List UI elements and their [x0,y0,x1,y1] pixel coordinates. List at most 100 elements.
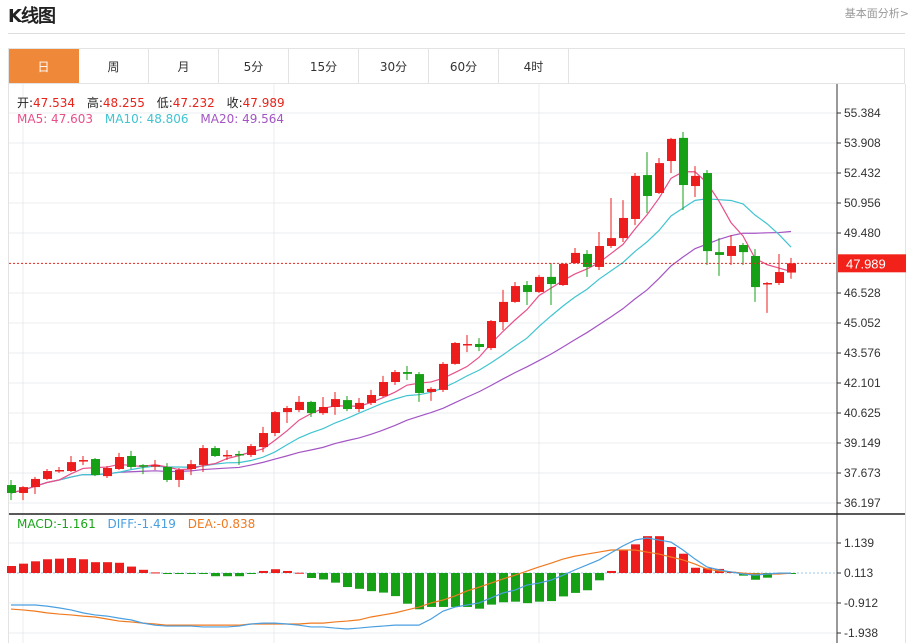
candle [595,231,604,271]
candle [439,362,448,392]
tab-week[interactable]: 周 [79,49,149,83]
candle [7,479,16,501]
macd-bar [535,573,544,602]
candle [463,335,472,353]
macd-bar [343,573,352,588]
candle-body [295,401,304,411]
macd-bar [211,573,220,577]
macd-bar [583,573,592,591]
candle-body [679,137,688,186]
price-tick-label: 42.101 [844,376,881,390]
ma20-value: MA20: 49.564 [200,112,285,126]
candle-body [415,374,424,393]
diff-line [11,537,791,630]
candle-body [523,285,532,292]
ma10-value: MA10: 48.806 [104,112,189,126]
quote-legend: 开:47.534 高:48.255 低:47.232 收:47.989 [17,94,293,111]
candle-body [67,462,76,472]
macd-bar [355,573,364,589]
macd-bar [691,567,700,574]
candle-body [607,238,616,247]
ma-legend: MA5: 47.603 MA10: 48.806 MA20: 49.564 [17,112,292,126]
candle [79,455,88,466]
tab-30min[interactable]: 30分 [359,49,429,83]
candle [139,464,148,475]
candle-body [319,406,328,414]
candle [175,467,184,488]
macd-bar [103,562,112,574]
candle [127,450,136,469]
candle [607,198,616,249]
candle [271,411,280,437]
tab-day[interactable]: 日 [9,49,79,83]
macd-bar [475,573,484,609]
candle [487,320,496,351]
candle [307,400,316,417]
tab-4hour[interactable]: 4时 [499,49,569,83]
candle [451,341,460,365]
tab-60min[interactable]: 60分 [429,49,499,83]
macd-bar [247,573,256,575]
macd-bar [235,573,244,577]
candle [571,248,580,264]
candle [247,443,256,458]
price-tick-label: 39.149 [844,436,881,450]
candle [43,468,52,480]
tab-15min[interactable]: 15分 [289,49,359,83]
tab-month[interactable]: 月 [149,49,219,83]
macd-bar [703,568,712,574]
tab-5min[interactable]: 5分 [219,49,289,83]
price-tick-label: 50.956 [844,196,881,210]
candle [715,238,724,276]
fundamental-analysis-link[interactable]: 基本面分析> [844,7,909,20]
candle [235,450,244,465]
candle [55,466,64,473]
candle [283,405,292,424]
candle [499,289,508,330]
candle [151,460,160,471]
candle [355,398,364,413]
candle-body [751,255,760,288]
candle [19,486,28,501]
candle-body [343,400,352,410]
chart-area[interactable] [8,84,906,643]
macd-bar [67,558,76,574]
candle [523,280,532,305]
candle [199,445,208,473]
macd-bar [295,572,304,574]
candle [787,257,796,279]
low-value: 47.232 [172,96,215,110]
macd-bar [499,573,508,603]
candle-body [619,217,628,239]
candle-body [151,465,160,467]
candle-body [487,321,496,349]
candle-body [139,465,148,467]
macd-bar [631,544,640,574]
candle [115,452,124,471]
ma10-line [10,198,792,494]
macd-bar [439,573,448,607]
candle [751,249,760,302]
candle [163,463,172,483]
macd-bar [667,546,676,574]
candle-body [547,276,556,285]
macd-bar [607,570,616,574]
candle-body [475,343,484,348]
macd-bar [19,563,28,574]
candle-body [763,283,772,285]
macd-bar [763,573,772,578]
candle [379,375,388,398]
candle [763,281,772,313]
candle [319,397,328,415]
candle-body [499,301,508,323]
candle-body [643,175,652,197]
macd-bar [787,573,796,575]
open-value: 47.534 [33,96,76,110]
candle-body [379,381,388,397]
period-tabs: 日 周 月 5分 15分 30分 60分 4时 [8,48,905,84]
candle [343,396,352,412]
candle-body [391,372,400,382]
candle-body [403,372,412,374]
close-label: 收: [226,96,243,110]
